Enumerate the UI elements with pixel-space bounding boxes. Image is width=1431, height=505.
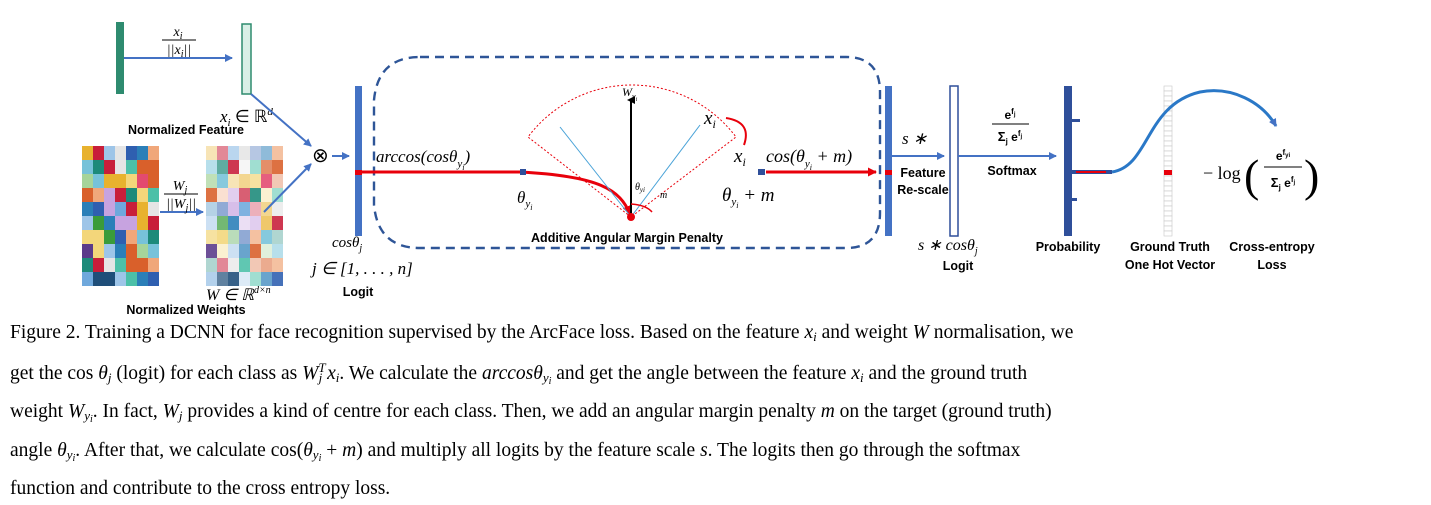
ground-truth-label-2: One Hot Vector [1125, 258, 1215, 272]
cos-margin-label: cos(θyi + m) [766, 146, 852, 172]
logit-label: Logit [343, 285, 374, 299]
class-weight-line-left [559, 126, 632, 218]
x-i-top-label: xi [703, 108, 716, 131]
margin-penalty-label: Additive Angular Margin Penalty [531, 231, 723, 245]
ce-num: efyi [1276, 148, 1291, 163]
margin-logit-target-mark [885, 170, 892, 175]
caption-line: angle θyi. After that, we calculate cos(… [10, 439, 1021, 464]
arccos-label: arccos(cosθyi) [376, 147, 471, 172]
weight-space-label: W ∈ ℝd×n [206, 285, 271, 304]
scaled-logit-bar [949, 85, 959, 237]
logit-target-mark [355, 170, 362, 175]
ground-truth-label-1: Ground Truth [1130, 240, 1210, 254]
feature-to-otimes-arrow [250, 93, 312, 147]
w-yi-label: Wyi [622, 85, 638, 103]
margin-penalty-box [372, 55, 882, 250]
ce-paren-right: ) [1304, 150, 1319, 201]
weight-to-otimes-arrow [263, 163, 312, 213]
origin-point [627, 213, 635, 221]
angle-flow-arrow [519, 170, 632, 215]
margin-logit-bar [885, 86, 892, 236]
cross-entropy-label-2: Loss [1257, 258, 1286, 272]
s-times-label: s ∗ [902, 129, 927, 148]
otimes-symbol: ⊗ [312, 145, 329, 167]
normalized-feature-label: Normalized Feature [128, 123, 244, 137]
softmax-num: efj [1004, 107, 1015, 122]
x-i-mid-label: xi [733, 146, 746, 169]
caption-line: weight Wyi. In fact, Wj provides a kind … [10, 401, 1052, 425]
normalize-fraction-num: xi [173, 25, 183, 42]
theta-yi-label: θyi [517, 188, 532, 212]
probability-tick-1 [1072, 119, 1080, 122]
probability-target-red [1076, 171, 1106, 173]
j-range-label: j ∈ [1, . . . , n] [310, 259, 413, 278]
normalized-weights-label: Normalized Weights [126, 303, 245, 315]
class-weight-line-right [630, 124, 701, 218]
feature-angle-brace [725, 117, 747, 146]
normalized-weight-matrix [206, 146, 283, 286]
softmax-den: Σj efj [998, 129, 1023, 146]
cross-entropy-label-1: Cross-entropy [1229, 240, 1314, 254]
theta-plus-m-label: θyi + m [722, 185, 775, 210]
ce-paren-left: ( [1244, 150, 1259, 201]
caption-line: Figure 2. Training a DCNN for face recog… [10, 322, 1074, 344]
caption-line: get the cos θj (logit) for each class as… [10, 359, 1028, 387]
feature-rescale-label-2: Re-scale [897, 183, 948, 197]
logit2-label: Logit [943, 259, 974, 273]
weight-fraction-num: Wj [173, 179, 188, 196]
weight-fraction-den: ||Wj|| [166, 197, 196, 214]
one-hot-target [1164, 170, 1172, 175]
margin-arc [630, 203, 653, 213]
probability-tick-2 [1072, 198, 1077, 201]
ce-prefix: − log [1203, 163, 1241, 183]
s-cos-label: s ∗ cosθj [918, 237, 978, 257]
logit-bar [355, 86, 362, 236]
arcface-diagram: xi ||xi|| xi ∈ ℝd Normalized Feature Wj … [82, 22, 1319, 315]
theta-small-label: θyi [635, 182, 645, 194]
figure-caption: Figure 2. Training a DCNN for face recog… [10, 318, 1425, 505]
normalize-fraction-den: ||xi|| [167, 43, 191, 60]
angle-input-mark [520, 169, 526, 175]
loss-curve-arrow [1111, 89, 1278, 174]
cos-theta-j-label: cosθj [332, 235, 362, 254]
feature-rescale-label-1: Feature [900, 166, 945, 180]
m-small-label: m [660, 190, 667, 201]
softmax-label: Softmax [987, 164, 1036, 178]
probability-bar [1064, 86, 1072, 236]
weight-matrix [82, 146, 159, 286]
feature-vector-bar [116, 22, 124, 94]
caption-line: function and contribute to the cross ent… [10, 478, 391, 499]
probability-label: Probability [1036, 240, 1101, 254]
normalized-feature-bar [241, 23, 252, 95]
angle-output-mark [758, 169, 765, 175]
ce-den: Σj efj [1271, 175, 1296, 192]
